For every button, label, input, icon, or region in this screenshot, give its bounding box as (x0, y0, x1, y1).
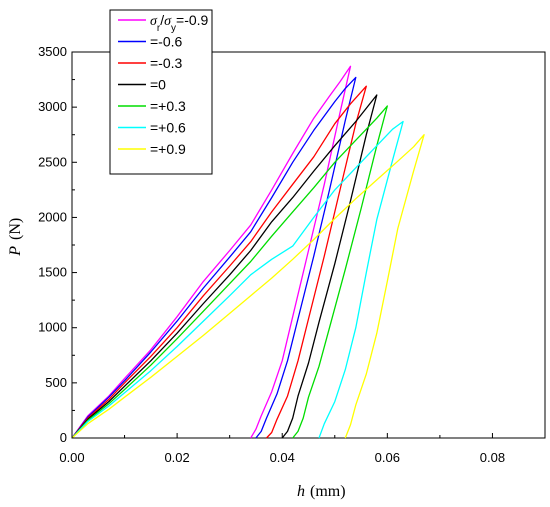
legend-header-sub2: y (171, 23, 176, 34)
y-tick-label: 2500 (38, 154, 67, 169)
x-axis-unit: (mm) (310, 483, 346, 500)
ticks-layer: 0.00 0.02 0.04 0.06 0.08 0 500 1000 1500 2000 2500… (38, 44, 505, 465)
series-line-1 (71, 76, 357, 439)
legend-box (109, 9, 213, 175)
legend-label-4: =+0.3 (150, 98, 186, 114)
series-line-6 (71, 134, 425, 439)
y-tick-label: 0 (60, 430, 67, 445)
x-tick-label: 0.00 (59, 450, 84, 465)
x-tick-label: 0.08 (480, 450, 505, 465)
y-tick-label: 3000 (38, 99, 67, 114)
y-axis-title-group: P (N) (7, 218, 24, 257)
legend-header-first-value: =-0.9 (176, 12, 209, 28)
x-axis-title: h (297, 483, 305, 500)
y-axis-title: P (7, 246, 24, 257)
legend-label-3: =0 (150, 77, 166, 93)
x-tick-label: 0.06 (375, 450, 400, 465)
legend-entries: =-0.6 =-0.3 =0 =+0.3 =+0.6 =+0.9 (118, 19, 186, 157)
y-tick-label: 3500 (38, 44, 67, 59)
legend-label-2: =-0.3 (150, 55, 183, 71)
series-line-0 (71, 65, 352, 439)
series-line-3 (71, 94, 378, 439)
legend: σr/σy=-0.9 =-0.6 =-0.3 =0 =+0.3 =+0.6 =+0.9 (109, 9, 213, 175)
legend-header-sub1: r (157, 23, 161, 34)
series-line-5 (71, 120, 404, 439)
y-axis-unit: (N) (7, 218, 24, 240)
legend-label-5: =+0.6 (150, 120, 186, 136)
legend-header: σr/σy=-0.9 (150, 12, 209, 34)
series-line-4 (71, 105, 388, 439)
series-layer (71, 65, 425, 439)
y-tick-label: 1500 (38, 265, 67, 280)
x-tick-label: 0.04 (270, 450, 295, 465)
x-tick-label: 0.02 (164, 450, 189, 465)
series-line-2 (71, 85, 367, 439)
y-tick-label: 1000 (38, 320, 67, 335)
x-axis-symbol: h (297, 483, 305, 500)
legend-label-1: =-0.6 (150, 34, 183, 50)
legend-label-6: =+0.9 (150, 141, 186, 157)
y-tick-label: 2000 (38, 209, 67, 224)
y-tick-label: 500 (45, 375, 67, 390)
